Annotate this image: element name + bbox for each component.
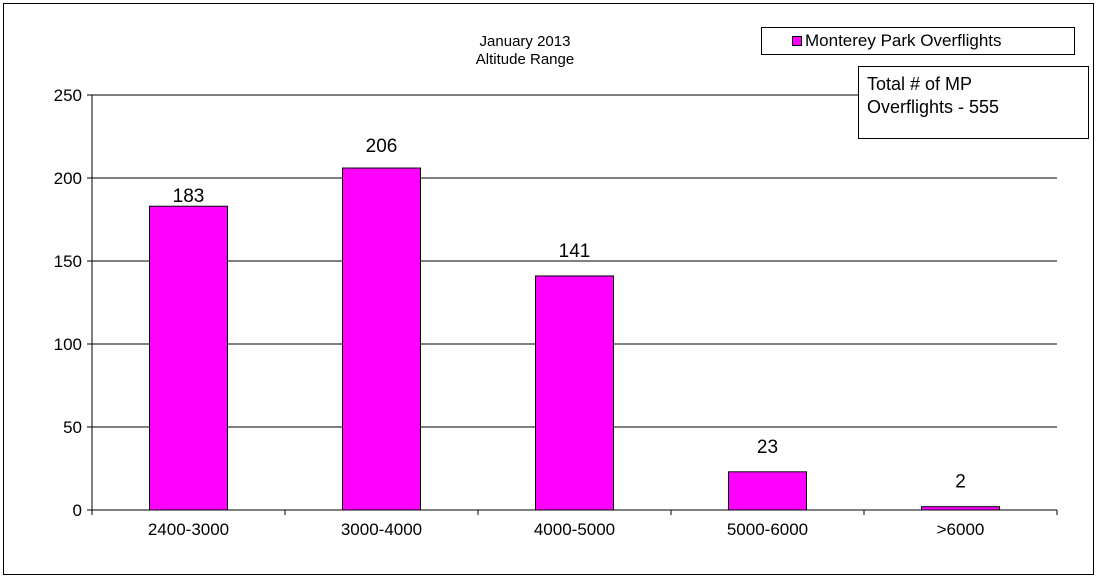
bar [535,275,614,511]
total-overflights-annotation: Total # of MP Overflights - 555 [858,66,1089,139]
x-tick-label: >6000 [937,520,985,539]
x-tick-label: 4000-5000 [534,520,615,539]
y-tick-label: 200 [54,169,82,188]
annotation-line-2: Overflights - 555 [867,97,1000,117]
chart-title-line-1: January 2013 [479,33,571,50]
legend-swatch [792,36,802,46]
y-tick-label: 100 [54,335,82,354]
y-tick-label: 0 [73,501,82,520]
bar [921,506,1000,511]
chart-title-line-2: Altitude Range [475,51,575,68]
data-label: 206 [366,136,398,157]
data-label: 23 [757,437,778,458]
x-tick-label: 3000-4000 [341,520,422,539]
bar [149,205,228,511]
bar [728,471,807,511]
x-tick-label: 2400-3000 [148,520,229,539]
y-tick-label: 150 [54,252,82,271]
data-label: 2 [955,472,966,493]
data-label: 141 [559,241,591,262]
y-tick-label: 50 [63,418,82,437]
legend-label: Monterey Park Overflights [805,31,1002,50]
legend: Monterey Park Overflights [761,27,1075,55]
y-tick-label: 250 [54,86,82,105]
bar [342,167,421,511]
annotation-line-1: Total # of MP [867,74,973,94]
x-tick-label: 5000-6000 [727,520,808,539]
data-label: 183 [173,186,205,207]
